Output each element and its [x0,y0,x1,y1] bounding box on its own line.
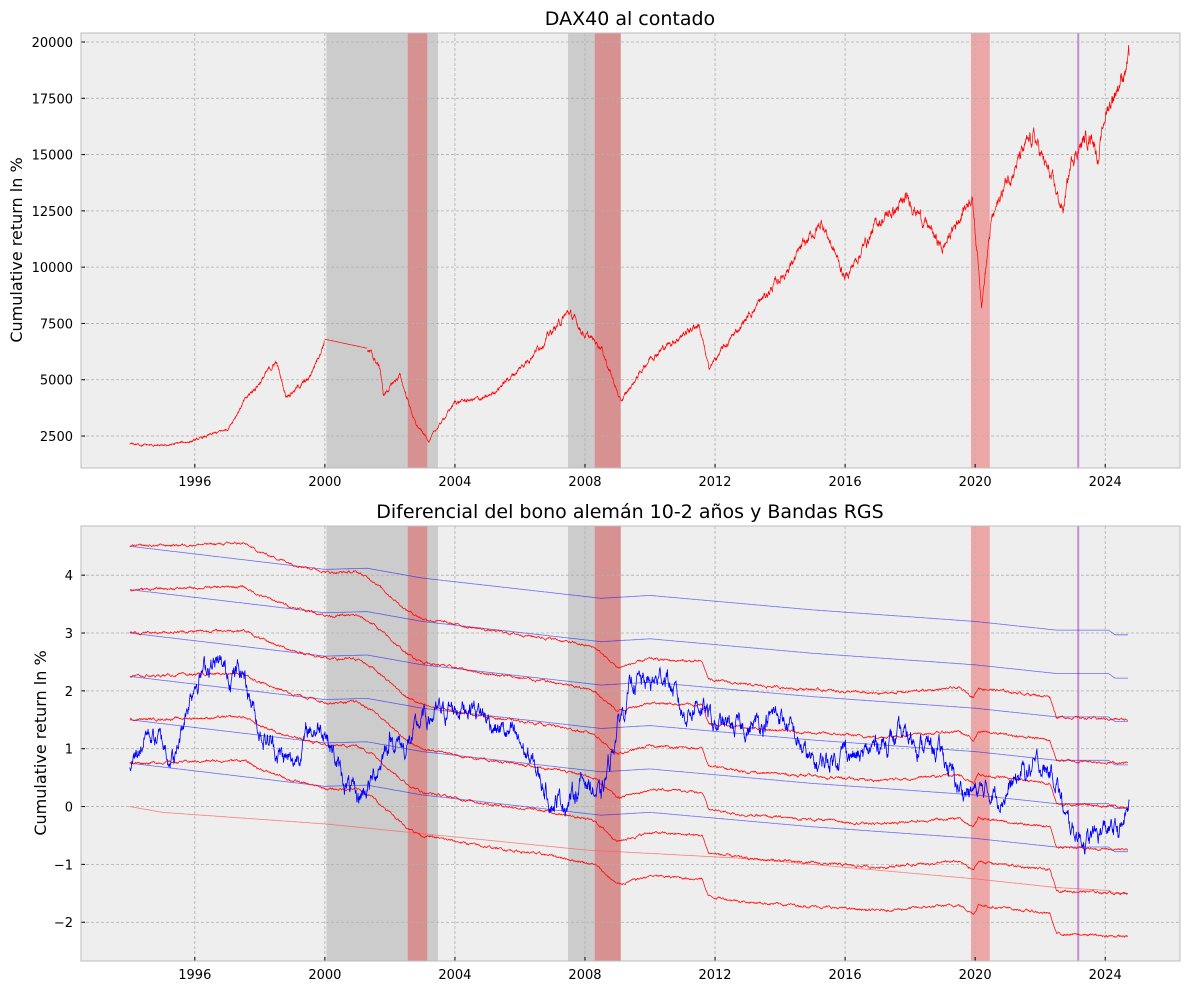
recession-shaded-period [407,526,428,961]
gray-shaded-period [568,526,621,961]
y-tick-label: 5000 [40,374,73,389]
y-tick-label: 12500 [32,205,73,220]
x-tick-label: 2004 [438,475,471,490]
dax40-line-gap [324,338,368,349]
x-tick-label: 2024 [1089,475,1122,490]
x-tick-label: 2008 [568,968,601,983]
red-band-line [129,628,1128,809]
gray-shaded-period [326,526,439,961]
gray-shaded-period [568,33,621,468]
x-tick-label: 2016 [829,968,862,983]
blue-band-line [129,676,1128,766]
x-tick-label: 2012 [698,475,731,490]
y-tick-label: 0 [65,801,73,816]
red-band-line [129,758,1129,938]
y-tick-label: 20000 [32,36,73,51]
y-tick-label: 2 [65,685,73,700]
plot-frame [80,32,1181,469]
recession-shaded-period [970,33,990,468]
top-chart-dax40: 1996 2000 2004 2008 2012 2016 2020 2024 2500 5000… [7,8,1181,490]
x-tick-label: 2020 [959,475,992,490]
chart-title: DAX40 al contado [545,8,715,30]
y-tick-label: 1 [65,743,73,758]
y-tick-label: 10000 [32,261,73,276]
x-tick-label: 2024 [1089,968,1122,983]
y-tick-label: 3 [65,627,73,642]
x-tick-label: 2020 [959,968,992,983]
lower-band-line [129,806,1128,894]
y-axis-label: Cumulative return ln % [31,650,50,835]
recession-shaded-period [407,33,428,468]
recession-shaded-period [970,526,990,961]
x-tick-label: 2016 [829,475,862,490]
red-band-line [129,541,1128,721]
y-tick-label: 15000 [32,149,73,164]
x-tick-label: 2004 [438,968,471,983]
recession-shaded-period [594,526,621,961]
x-tick-label: 2012 [698,968,731,983]
bottom-chart-bond-spread: 1996 2000 2004 2008 2012 2016 2020 2024 −2 −1 0 1 2 3… [31,501,1181,983]
spread-line [129,655,1130,855]
x-tick-label: 2000 [308,968,341,983]
gray-shaded-period [326,33,439,468]
x-tick-label: 1996 [178,475,211,490]
plot-area [81,526,1180,961]
y-tick-label: 17500 [32,92,73,107]
y-tick-label: −1 [54,858,73,873]
plot-frame [80,525,1181,962]
x-tick-label: 2008 [568,475,601,490]
recession-shaded-period [594,33,621,468]
red-band-line [129,584,1128,765]
red-band-line [129,671,1129,852]
red-band-line [129,714,1129,896]
y-axis-label: Cumulative return ln % [7,157,26,342]
x-tick-label: 1996 [178,968,211,983]
y-tick-label: 7500 [40,317,73,332]
y-tick-label: 2500 [40,430,73,445]
plot-area [81,33,1180,468]
y-tick-label: −2 [54,916,73,931]
chart-title: Diferencial del bono alemán 10-2 años y … [376,501,883,523]
blue-band-line [129,762,1128,853]
x-tick-label: 2000 [308,475,341,490]
dax40-line [129,44,1130,448]
y-tick-label: 4 [65,569,73,584]
